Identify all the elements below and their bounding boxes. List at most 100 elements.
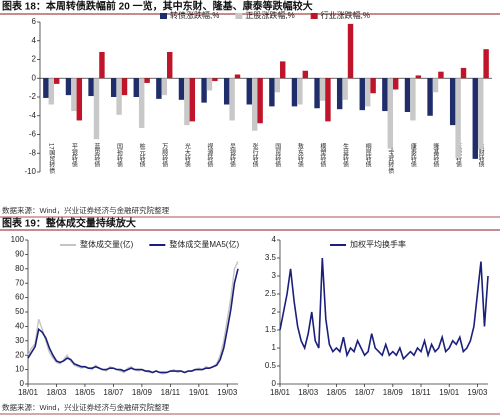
bar [43,78,49,98]
x-tick-label: 蓝思转债 [93,142,100,168]
line [279,257,489,361]
bar [342,78,348,100]
bar [54,78,60,84]
bar [212,78,218,82]
y-tick-label: 2 [272,307,277,316]
bar [156,78,162,99]
bar [415,75,422,79]
x-tick-label: 生益转债 [342,142,349,168]
bar [455,78,461,158]
x-tick-label: 18/05 [326,388,347,397]
x-tick-label: 光大转债 [183,142,190,168]
y-tick-label: 70 [15,278,24,287]
bar [359,78,365,111]
bar [410,78,416,121]
y-tick-label: 30 [15,336,24,345]
bar [404,78,411,112]
x-tick-label: 18/09 [383,388,404,397]
bar [184,78,190,126]
y-tick-label: 1 [272,343,277,352]
bar [449,78,456,126]
bar [110,78,117,97]
bar [460,67,467,79]
line [27,268,239,374]
y-tick-label: 2.5 [265,289,277,298]
y-tick-label: 20 [15,350,24,359]
bar [161,78,168,96]
bar [477,78,484,150]
y-tick-label: -10 [24,167,36,176]
y-tick-label: 40 [15,322,24,331]
x-tick-label: 18/01 [18,388,39,397]
bar [206,78,213,91]
y-tick-label: -8 [29,148,37,157]
y-tick-label: -2 [29,92,37,101]
bar [319,78,326,101]
x-tick-label: 18/07 [355,388,376,397]
bar [99,52,105,79]
x-tick-label: 19/01 [189,388,210,397]
x-tick-label: 17国贸转债 [48,143,55,175]
line [27,261,239,375]
bar [121,78,128,96]
y-tick-label: 80 [15,264,24,273]
bar [314,78,320,109]
y-tick-label: 0.5 [265,361,277,370]
bar [251,78,258,131]
bar [257,78,263,124]
bar [432,78,439,93]
y-tick-label: 10 [15,365,24,374]
bar [246,78,252,105]
bar [48,78,55,105]
source-note: 数据来源：Wind，兴业证券经济与金融研究院整理 [2,402,170,412]
y-tick-label: 100 [11,235,25,244]
bar [223,78,230,105]
y-tick-label: -6 [29,130,37,139]
x-tick-label: 18/09 [132,388,153,397]
bar [472,78,478,159]
y-tick-label: 6 [32,17,37,26]
bar [325,78,331,122]
source-note: 数据来源：Wind，兴业证券经济与金融研究院整理 [2,205,170,215]
x-tick-label: 18/07 [103,388,124,397]
x-tick-label: 19/03 [467,388,488,397]
bar [71,78,77,112]
x-tick-label: 吴银转债 [229,143,236,168]
bar [93,78,100,140]
bar [229,78,235,121]
x-tick-label: 东财转债 [477,142,484,168]
x-tick-label: 18/03 [298,388,319,397]
legend-label: 整体成交量(亿) [80,239,134,249]
bar [76,78,83,121]
y-tick-label: 0 [20,379,25,388]
y-tick-label: 0 [272,379,277,388]
y-tick-label: 60 [15,293,24,302]
y-tick-label: 4 [32,36,37,45]
bar [387,78,394,149]
x-tick-label: 桩元转债 [138,142,145,168]
bar [269,78,275,107]
bar [116,78,122,115]
x-tick-label: 18/01 [270,388,291,397]
bar [302,70,309,79]
bar [167,52,173,79]
bar [133,78,139,97]
bar [347,23,354,79]
x-tick-label: 平银转债 [70,143,77,168]
y-tick-label: 3 [272,271,277,280]
bar [144,78,150,83]
legend-label: 加权平均换手率 [350,239,406,249]
x-tick-label: 17宝武转债 [387,143,394,175]
legend-swatch [310,13,318,19]
bar [370,78,376,94]
x-tick-label: 18/05 [75,388,96,397]
y-tick-label: 0 [32,73,37,82]
bar [438,71,444,79]
bar [364,78,371,107]
x-tick-label: 视源转债 [206,142,213,168]
bar [382,78,388,112]
y-tick-label: -4 [29,111,37,120]
bar [65,78,72,96]
x-tick-label: 隆基转债 [432,142,439,168]
